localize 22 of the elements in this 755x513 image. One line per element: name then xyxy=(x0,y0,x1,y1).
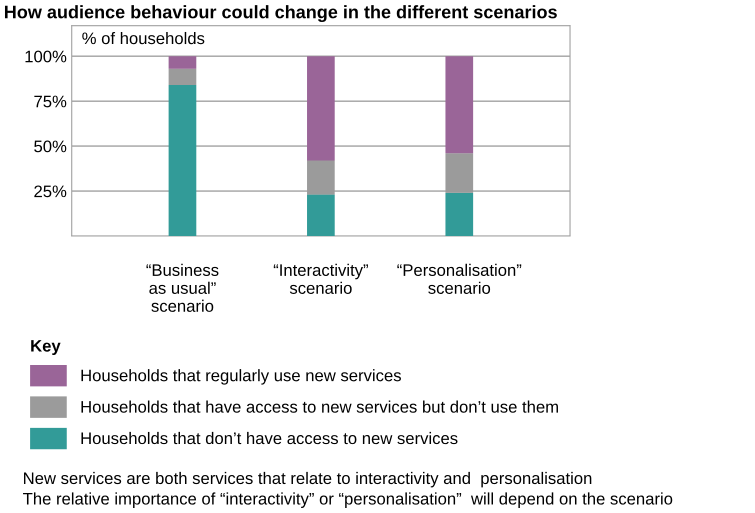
y-tick-label: 50% xyxy=(34,140,66,152)
legend-label: Households that have access to new services but don’t use them xyxy=(81,400,558,413)
bar xyxy=(168,84,196,236)
legend-label: Households that don’t have access to new services xyxy=(81,432,458,444)
x-tick-label: “Interactivity” scenario xyxy=(274,264,368,294)
bar xyxy=(445,192,474,236)
y-axis-title: % of households xyxy=(82,32,204,44)
text: New services are both services that relate to interactivity and personalisation xyxy=(24,472,592,488)
y-tick-label: 100% xyxy=(26,50,66,62)
x-tick-label: “Business as usual” scenario xyxy=(146,264,218,312)
bar xyxy=(307,56,335,160)
y-tick-label: 25% xyxy=(34,185,66,198)
bar xyxy=(307,194,335,236)
bar xyxy=(168,68,196,85)
text: The relative importance of “interactivity” or “personalisation” will depend on the scenario xyxy=(23,492,672,508)
x-tick-label: “Personalisation” scenario xyxy=(397,264,522,294)
legend-label: Households that regularly use new services xyxy=(81,369,401,385)
bar xyxy=(445,56,474,154)
legend-title: Key xyxy=(31,340,61,356)
chart-title: How audience behaviour could change in the different scenarios xyxy=(4,5,557,22)
y-tick-label: 75% xyxy=(34,96,66,108)
bar xyxy=(168,56,196,69)
